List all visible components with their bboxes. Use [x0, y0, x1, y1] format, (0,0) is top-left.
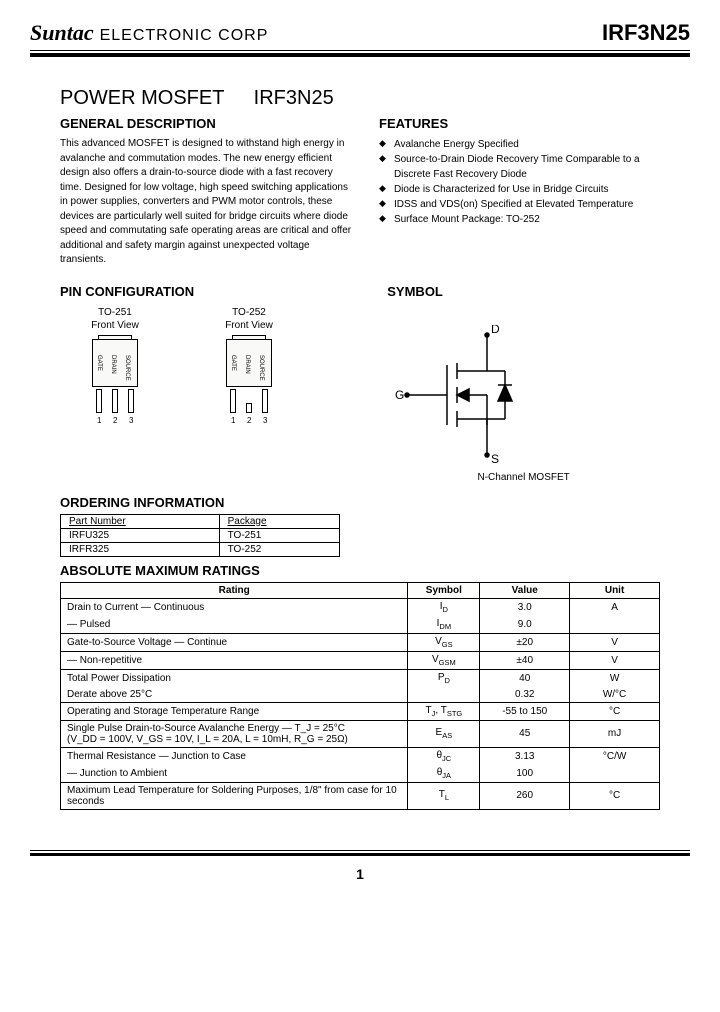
feature-text: Diode is Characterized for Use in Bridge… — [394, 182, 660, 197]
package-view: Front View — [60, 320, 170, 331]
footer-rule-thick — [30, 853, 690, 856]
title-prefix: POWER MOSFET — [60, 87, 224, 109]
ordering-table: Part NumberPackageIRFU325TO-251IRFR325TO… — [60, 514, 340, 557]
feature-text: IDSS and VDS(on) Specified at Elevated T… — [394, 197, 660, 212]
package-view: Front View — [194, 320, 304, 331]
symbol-caption: N-Channel MOSFET — [387, 472, 660, 483]
package-drawing: GATEDRAINSOURCE123 — [80, 335, 150, 425]
features-heading: FEATURES — [379, 116, 660, 131]
package-row: TO-251Front ViewGATEDRAINSOURCE123TO-252… — [60, 307, 387, 425]
package-name: TO-252 — [194, 307, 304, 318]
content-area: POWER MOSFET IRF3N25 GENERAL DESCRIPTION… — [30, 87, 690, 810]
table-row: — Non-repetitiveVGSM±40V — [61, 651, 660, 669]
table-row: — Junction to AmbientθJA100 — [61, 765, 660, 783]
feature-item: ◆ Source-to-Drain Diode Recovery Time Com… — [379, 152, 660, 182]
title-part: IRF3N25 — [254, 87, 334, 109]
ratings-col-header: Value — [480, 582, 570, 598]
feature-text: Surface Mount Package: TO-252 — [394, 212, 660, 227]
general-heading: GENERAL DESCRIPTION — [60, 116, 355, 131]
table-row: Single Pulse Drain-to-Source Avalanche E… — [61, 720, 660, 747]
table-row: Operating and Storage Temperature RangeT… — [61, 702, 660, 720]
feature-item: ◆ IDSS and VDS(on) Specified at Elevated … — [379, 197, 660, 212]
pin-configuration: PIN CONFIGURATION TO-251 Front View GATEDR… — [60, 284, 387, 483]
package-diagram: TO-251 Front View GATEDRAINSOURCE123 — [60, 307, 170, 425]
table-row: Drain to Current — ContinuousID3.0A — [61, 598, 660, 616]
company-corp: ELECTRONIC CORP — [100, 27, 269, 45]
diamond-bullet-icon: ◆ — [379, 212, 386, 227]
intro-columns: GENERAL DESCRIPTION This advanced MOSFET… — [60, 116, 660, 268]
ratings-heading: ABSOLUTE MAXIMUM RATINGS — [60, 563, 660, 578]
ordering-heading: ORDERING INFORMATION — [60, 495, 660, 510]
feature-item: ◆ Avalanche Energy Specified — [379, 137, 660, 152]
table-row: Total Power DissipationPD40W — [61, 669, 660, 687]
table-row: Gate-to-Source Voltage — ContinueVGS±20V — [61, 633, 660, 651]
feature-item: ◆ Diode is Characterized for Use in Bridg… — [379, 182, 660, 197]
pinconfig-heading: PIN CONFIGURATION — [60, 284, 387, 299]
company-logo: Suntac — [30, 20, 94, 46]
features-col: FEATURES ◆ Avalanche Energy Specified ◆ Sou… — [379, 116, 660, 268]
ratings-table: RatingSymbolValueUnitDrain to Current — … — [60, 582, 660, 810]
diamond-bullet-icon: ◆ — [379, 137, 386, 152]
table-row: — PulsedIDM9.0 — [61, 616, 660, 634]
diamond-bullet-icon: ◆ — [379, 197, 386, 212]
part-number-header: IRF3N25 — [602, 20, 690, 46]
symbol-heading: SYMBOL — [387, 284, 660, 299]
diamond-bullet-icon: ◆ — [379, 152, 386, 182]
feature-item: ◆ Surface Mount Package: TO-252 — [379, 212, 660, 227]
feature-text: Source-to-Drain Diode Recovery Time Comp… — [394, 152, 660, 182]
ratings-col-header: Rating — [61, 582, 408, 598]
general-text: This advanced MOSFET is designed to with… — [60, 137, 355, 268]
symbol-area: SYMBOL — [387, 284, 660, 483]
page-header: Suntac ELECTRONIC CORP IRF3N25 — [30, 20, 690, 46]
symbol-d-label: D — [491, 325, 500, 336]
symbol-g-label: G — [395, 388, 404, 402]
header-rule-thick — [30, 53, 690, 57]
symbol-s-label: S — [491, 452, 499, 465]
mosfet-symbol: D G S — [387, 325, 557, 465]
diagrams-row: PIN CONFIGURATION TO-251 Front View GATEDR… — [60, 284, 660, 483]
order-col-header: Package — [219, 514, 339, 528]
page-number: 1 — [30, 866, 690, 882]
company-block: Suntac ELECTRONIC CORP — [30, 20, 268, 46]
header-rule-thin — [30, 50, 690, 51]
document-title: POWER MOSFET IRF3N25 — [60, 87, 660, 110]
table-row: IRFU325TO-251 — [61, 528, 340, 542]
package-diagram: TO-252 Front View GATEDRAINSOURCE123 — [194, 307, 304, 425]
general-description-col: GENERAL DESCRIPTION This advanced MOSFET… — [60, 116, 355, 268]
feature-text: Avalanche Energy Specified — [394, 137, 660, 152]
footer-rule-thin — [30, 850, 690, 851]
order-col-header: Part Number — [61, 514, 220, 528]
ratings-col-header: Unit — [570, 582, 660, 598]
diamond-bullet-icon: ◆ — [379, 182, 386, 197]
table-row: IRFR325TO-252 — [61, 542, 340, 556]
table-row: Derate above 25°C0.32W/°C — [61, 687, 660, 703]
features-list: ◆ Avalanche Energy Specified ◆ Source-to-Dr… — [379, 137, 660, 227]
table-row: Maximum Lead Temperature for Soldering P… — [61, 782, 660, 809]
ratings-col-header: Symbol — [408, 582, 480, 598]
package-drawing: GATEDRAINSOURCE123 — [214, 335, 284, 425]
table-row: Thermal Resistance — Junction to CaseθJC… — [61, 747, 660, 765]
package-name: TO-251 — [60, 307, 170, 318]
